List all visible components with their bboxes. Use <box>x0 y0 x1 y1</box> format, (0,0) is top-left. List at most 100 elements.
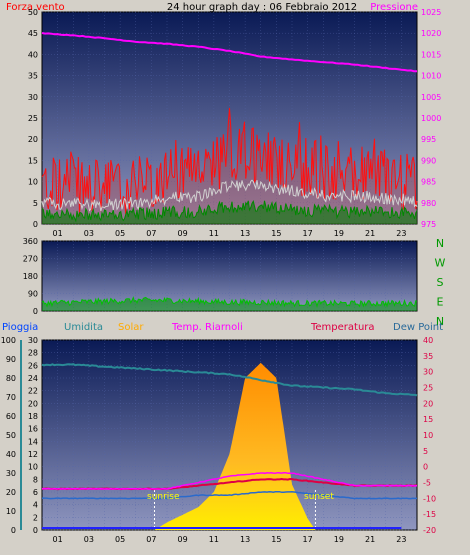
y-tick-label-humidity: 10 <box>6 507 16 516</box>
y-tick-label-pressure: 985 <box>421 178 436 187</box>
y-tick-label-rain: 20 <box>28 399 38 408</box>
solar-area <box>154 362 316 530</box>
y-tick-label-rain: 2 <box>33 513 38 522</box>
y-tick-label-wind: 5 <box>33 199 38 208</box>
grid-lines <box>42 11 417 531</box>
y-tick-label-wind: 40 <box>28 50 38 59</box>
x-tick-label: 05 <box>115 229 125 238</box>
x-tick-label: 17 <box>303 535 313 544</box>
y-tick-label-rain: 24 <box>28 374 38 383</box>
y-tick-label-rain: 6 <box>33 488 38 497</box>
x-tick-label: 01 <box>53 229 63 238</box>
x-tick-label: 23 <box>396 535 406 544</box>
y-tick-label-temperature: 30 <box>423 368 433 377</box>
y-tick-label-humidity: 70 <box>6 393 16 402</box>
y-tick-label-temperature: -10 <box>423 494 436 503</box>
y-tick-label-rain: 22 <box>28 387 38 396</box>
y-tick-label-wind: 35 <box>28 72 38 81</box>
legend-rain: Pioggia <box>2 322 38 333</box>
y-tick-label-rain: 10 <box>28 463 38 472</box>
y-tick-label-wind: 0 <box>33 220 38 229</box>
legend-heat-index: Temp. Riarnoli <box>171 322 243 333</box>
y-tick-label-wind: 45 <box>28 29 38 38</box>
x-tick-label: 19 <box>334 229 344 238</box>
dew-point-line <box>41 490 417 500</box>
legend-humidity: Umidita <box>64 322 103 333</box>
x-tick-label: 11 <box>209 535 219 544</box>
wind-axis-label: Forza vento <box>6 2 65 13</box>
y-tick-label-rain: 4 <box>33 501 38 510</box>
y-tick-label-pressure: 1010 <box>421 72 441 81</box>
x-tick-label: 07 <box>146 229 156 238</box>
y-tick-label-wind: 25 <box>28 114 38 123</box>
y-tick-label-pressure: 1025 <box>421 8 441 17</box>
y-tick-label-pressure: 980 <box>421 199 436 208</box>
x-tick-label: 21 <box>365 229 375 238</box>
y-tick-label-pressure: 995 <box>421 135 436 144</box>
y-tick-label-pressure: 1015 <box>421 50 441 59</box>
y-tick-label-humidity: 80 <box>6 374 16 383</box>
chart-marks <box>41 32 418 530</box>
y-tick-label-temperature: -20 <box>423 526 436 535</box>
y-tick-label-rain: 12 <box>28 450 38 459</box>
x-tick-label: 11 <box>209 229 219 238</box>
y-tick-label-direction: 360 <box>23 237 38 246</box>
y-tick-label-rain: 16 <box>28 425 38 434</box>
wind-avg-line <box>41 179 418 212</box>
y-tick-label-humidity: 100 <box>1 336 16 345</box>
legend-temperature: Temperatura <box>310 322 375 333</box>
sunset-label: sunset <box>304 492 334 502</box>
x-tick-label: 17 <box>303 229 313 238</box>
x-tick-label: 19 <box>334 535 344 544</box>
humidity-line <box>41 363 418 397</box>
y-tick-label-rain: 8 <box>33 475 38 484</box>
y-tick-label-temperature: 15 <box>423 415 433 424</box>
y-tick-label-wind: 50 <box>28 8 38 17</box>
y-tick-label-humidity: 90 <box>6 355 16 364</box>
x-tick-label: 03 <box>84 229 94 238</box>
legend-dew-point: Dew Point <box>393 322 443 333</box>
y-tick-label-pressure: 1020 <box>421 29 441 38</box>
x-tick-label: 13 <box>240 535 250 544</box>
y-tick-label-temperature: -5 <box>423 479 431 488</box>
y-tick-label-rain: 28 <box>28 349 38 358</box>
y-tick-label-humidity: 60 <box>6 412 16 421</box>
y-tick-label-rain: 14 <box>28 437 38 446</box>
x-tick-label: 09 <box>178 229 188 238</box>
y-tick-label-temperature: 5 <box>423 447 428 456</box>
compass-label: W <box>435 257 446 270</box>
x-tick-label: 13 <box>240 229 250 238</box>
x-tick-label: 15 <box>271 229 281 238</box>
compass-label: E <box>437 296 444 309</box>
y-tick-label-temperature: 10 <box>423 431 433 440</box>
wind-gust-line <box>41 107 418 217</box>
compass-label: S <box>437 276 444 289</box>
chart-title: 24 hour graph day : 06 Febbraio 2012 <box>167 2 357 13</box>
y-tick-label-wind: 10 <box>28 178 38 187</box>
x-tick-label: 15 <box>271 535 281 544</box>
y-tick-label-humidity: 0 <box>11 526 16 535</box>
y-tick-label-wind: 15 <box>28 156 38 165</box>
y-tick-label-temperature: 25 <box>423 384 433 393</box>
x-tick-label: 09 <box>178 535 188 544</box>
y-tick-label-pressure: 1000 <box>421 114 441 123</box>
y-tick-label-rain: 26 <box>28 361 38 370</box>
pressure-axis-label: Pressione <box>370 2 418 13</box>
x-tick-label: 01 <box>53 535 63 544</box>
y-tick-label-wind: 30 <box>28 93 38 102</box>
x-tick-label: 21 <box>365 535 375 544</box>
y-tick-label-wind: 20 <box>28 135 38 144</box>
y-tick-label-pressure: 1005 <box>421 93 441 102</box>
y-tick-label-temperature: 20 <box>423 399 433 408</box>
y-tick-label-temperature: 0 <box>423 463 428 472</box>
y-tick-label-humidity: 40 <box>6 450 16 459</box>
compass-label: N <box>436 237 444 250</box>
y-tick-label-rain: 18 <box>28 412 38 421</box>
direction-line <box>41 296 418 309</box>
wind-low-line <box>41 200 418 223</box>
x-tick-label: 03 <box>84 535 94 544</box>
sunrise-label: sunrise <box>147 492 180 502</box>
y-tick-label-rain: 0 <box>33 526 38 535</box>
